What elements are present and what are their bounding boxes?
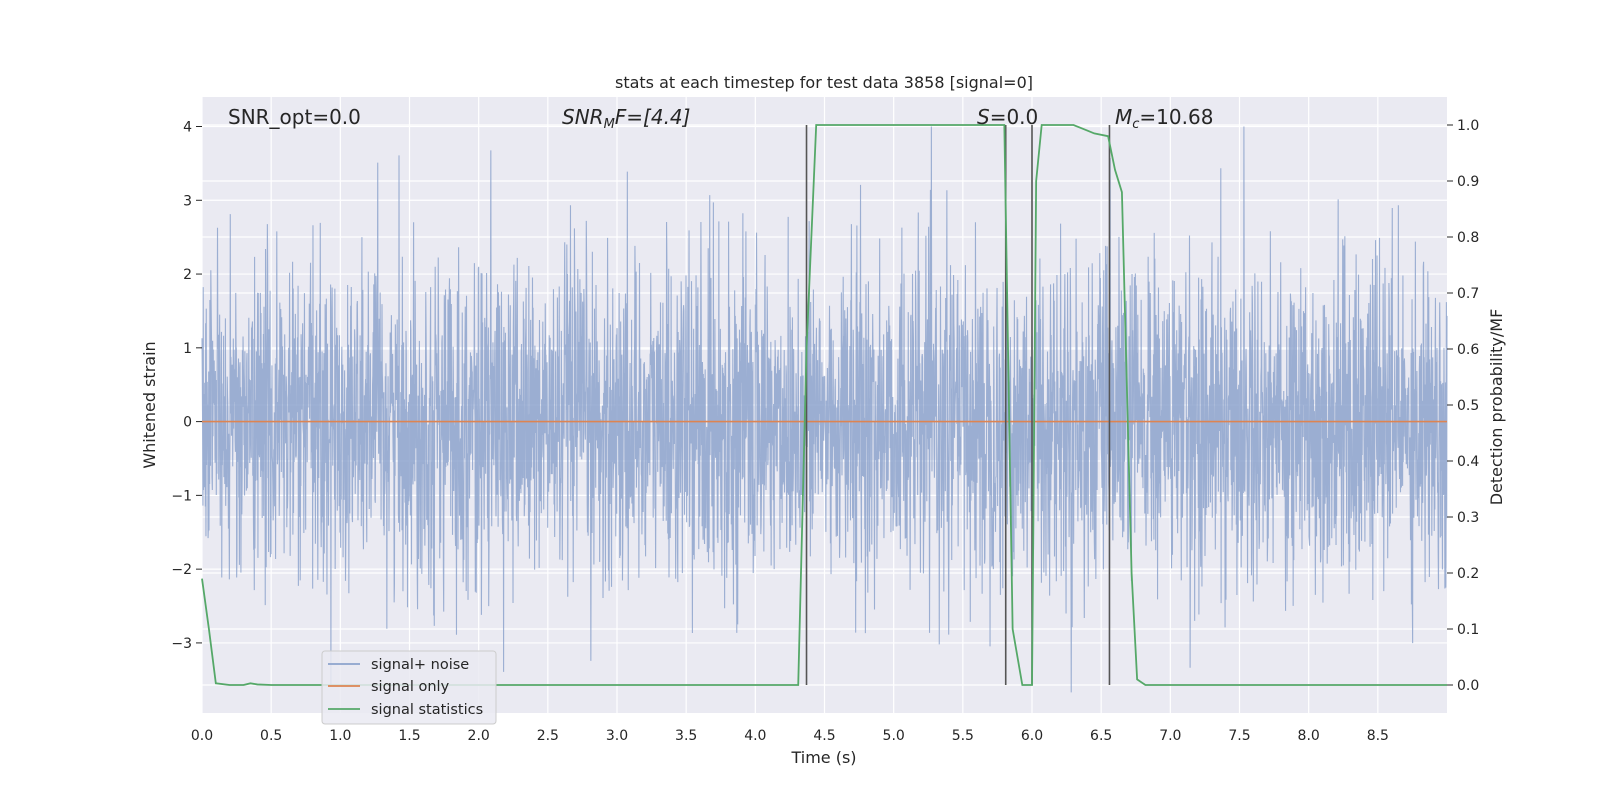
x-tick-label: 7.5 — [1228, 728, 1250, 744]
chart-title: stats at each timestep for test data 385… — [615, 73, 1033, 92]
annotation-snr-opt: SNR_opt=0.0 — [228, 105, 361, 129]
annotation-snr-mf-main: SNR — [562, 105, 604, 129]
y-tick-label: −2 — [171, 562, 192, 578]
y2-tick-label: 0.4 — [1457, 454, 1479, 470]
legend-label-signal-statistics: signal statistics — [371, 702, 483, 718]
y-tick-label: 4 — [183, 120, 192, 136]
y2-tick-label: 0.5 — [1457, 398, 1479, 414]
y2-tick-label: 0.6 — [1457, 342, 1479, 358]
x-tick-label: 6.5 — [1090, 728, 1112, 744]
x-tick-label: 3.0 — [606, 728, 628, 744]
y-tick-label: 0 — [183, 415, 192, 431]
x-tick-label: 0.0 — [191, 728, 213, 744]
annotation-mc-sub: c — [1132, 117, 1139, 132]
y2-tick-label: 1.0 — [1457, 118, 1479, 134]
overlays — [201, 124, 1447, 686]
y2-tick-label: 0.7 — [1457, 286, 1479, 302]
annotation-snr-mf-rest: F=[4.4] — [615, 105, 691, 129]
legend-box — [321, 650, 497, 725]
y-tick-label: 1 — [183, 341, 192, 357]
annotation-mc: Mc=10.68 — [1115, 105, 1213, 132]
y-tick-label: 2 — [183, 267, 192, 283]
annotation-s: S=0.0 — [977, 105, 1038, 129]
x-tick-label: 8.0 — [1298, 728, 1320, 744]
legend-label-signal-noise: signal+ noise — [371, 657, 469, 673]
x-tick-label: 8.5 — [1367, 728, 1389, 744]
x-tick-label: 0.5 — [260, 728, 282, 744]
y2-axis-label: Detection probability/MF — [1487, 309, 1506, 506]
x-tick-label: 4.0 — [744, 728, 766, 744]
annotation-s-rest: =0.0 — [990, 105, 1039, 129]
signal-noise-line — [201, 126, 1448, 693]
x-tick-label: 2.0 — [468, 728, 490, 744]
ticks: 0.0 0.5 1.0 1.5 2.0 2.5 3.0 3.5 4.0 4.5 5.0 5.5 6.0 6… — [171, 118, 1479, 744]
x-tick-label: 1.0 — [329, 728, 351, 744]
y2-tick-label: 0.3 — [1457, 510, 1479, 526]
annotation-s-main: S — [977, 105, 990, 129]
x-tick-label: 2.5 — [537, 728, 559, 744]
legend-label-signal-only: signal only — [371, 679, 450, 695]
signal-noise-series — [201, 126, 1448, 693]
y2-tick-label: 0.0 — [1457, 678, 1479, 694]
annotation-mc-main: M — [1115, 105, 1132, 129]
y2-tick-label: 0.1 — [1457, 622, 1479, 638]
signal-statistics-line — [201, 124, 1447, 686]
x-tick-label: 5.0 — [883, 728, 905, 744]
y-tick-label: −1 — [171, 488, 192, 504]
y2-tick-label: 0.9 — [1457, 174, 1479, 190]
legend: signal+ noise signal only signal statist… — [321, 650, 497, 725]
annotation-snr-mf: SNRMF=[4.4] — [562, 105, 690, 132]
annotation-snr-mf-sub: M — [604, 117, 615, 132]
y-tick-label: −3 — [171, 636, 192, 652]
annotation-mc-rest: =10.68 — [1139, 105, 1213, 129]
x-axis-label: Time (s) — [790, 748, 856, 767]
x-tick-label: 4.5 — [813, 728, 835, 744]
x-tick-label: 3.5 — [675, 728, 697, 744]
x-tick-label: 6.0 — [1021, 728, 1043, 744]
x-tick-label: 1.5 — [398, 728, 420, 744]
y2-tick-label: 0.8 — [1457, 230, 1479, 246]
y-tick-label: 3 — [183, 193, 192, 209]
y-axis-label: Whitened strain — [140, 341, 159, 468]
x-tick-label: 5.5 — [952, 728, 974, 744]
x-tick-label: 7.0 — [1159, 728, 1181, 744]
y2-tick-label: 0.2 — [1457, 566, 1479, 582]
